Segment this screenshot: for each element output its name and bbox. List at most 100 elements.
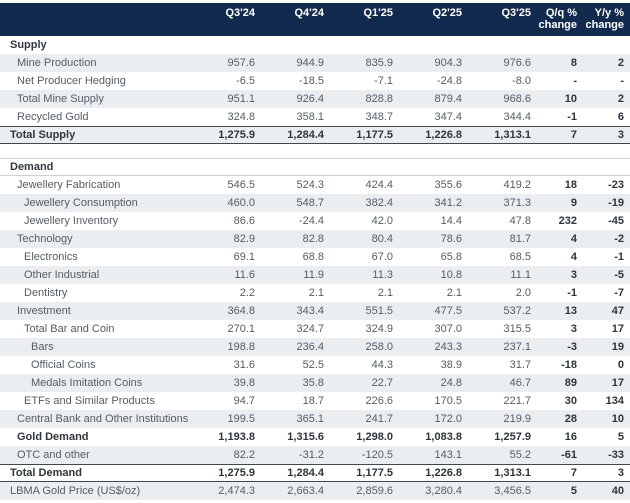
yoy-header-line1: Y/y % xyxy=(594,7,624,19)
yoy-cell: -23 xyxy=(608,179,624,191)
value-cell: 2,663.4 xyxy=(287,485,324,497)
yoy-cell: 2 xyxy=(617,93,624,105)
yoy-cell: 17 xyxy=(611,377,624,389)
table-row: Net Producer Hedging -6.5 -18.5 -7.1 -24… xyxy=(0,72,630,90)
value-cell: -18.5 xyxy=(298,75,324,87)
table-row: Mine Production 957.6 944.9 835.9 904.3 … xyxy=(0,54,630,72)
value-cell: 237.1 xyxy=(503,341,531,353)
qoq-cell: 3 xyxy=(570,323,577,335)
value-cell: 904.3 xyxy=(434,57,462,69)
yoy-cell: 3 xyxy=(617,467,624,479)
row-label: Recycled Gold xyxy=(17,111,89,123)
table-row: Total Mine Supply 951.1 926.4 828.8 879.… xyxy=(0,90,630,108)
yoy-cell: -1 xyxy=(614,251,624,263)
table-row: Supply xyxy=(0,36,630,54)
value-cell: 1,226.8 xyxy=(425,129,462,141)
value-cell: 68.5 xyxy=(509,251,531,263)
row-label: LBMA Gold Price (US$/oz) xyxy=(10,485,141,497)
value-cell: 382.4 xyxy=(365,197,393,209)
qoq-cell: 9 xyxy=(570,197,577,209)
table-row: Electronics 69.1 68.8 67.0 65.8 68.5 4 -… xyxy=(0,248,630,266)
yoy-cell: -45 xyxy=(608,215,624,227)
value-cell: 1,257.9 xyxy=(494,431,531,443)
value-cell: 537.2 xyxy=(503,305,531,317)
value-cell: 828.8 xyxy=(365,93,393,105)
value-cell: 78.6 xyxy=(440,233,462,245)
value-cell: 243.3 xyxy=(434,341,462,353)
value-cell: 68.8 xyxy=(302,251,324,263)
row-label: Demand xyxy=(10,161,54,173)
value-cell: 546.5 xyxy=(227,179,255,191)
value-cell: 419.2 xyxy=(503,179,531,191)
value-cell: 82.9 xyxy=(233,233,255,245)
value-cell: -8.0 xyxy=(512,75,531,87)
table-row: Jewellery Fabrication 546.5 524.3 424.4 … xyxy=(0,176,630,194)
value-cell: 1,313.1 xyxy=(494,129,531,141)
qoq-cell: 8 xyxy=(570,57,577,69)
yoy-cell: -5 xyxy=(614,269,624,281)
table-row: Central Bank and Other Institutions 199.… xyxy=(0,410,630,428)
column-header-q2-25: Q2'25 xyxy=(432,7,462,19)
yoy-cell: -2 xyxy=(614,233,624,245)
value-cell: 270.1 xyxy=(227,323,255,335)
value-cell: -7.1 xyxy=(374,75,393,87)
value-cell: 11.3 xyxy=(372,269,393,281)
table-row: Total Supply 1,275.9 1,284.4 1,177.5 1,2… xyxy=(0,126,630,144)
qoq-header-line1: Q/q % xyxy=(545,7,577,19)
table-row: Gold Demand 1,193.8 1,315.6 1,298.0 1,08… xyxy=(0,428,630,446)
row-label: Total Supply xyxy=(10,129,76,141)
row-label: Mine Production xyxy=(17,57,97,69)
table-body: Supply Mine Production 957.6 944.9 835.9… xyxy=(0,36,630,500)
value-cell: 10.8 xyxy=(440,269,462,281)
column-header-q3-24: Q3'24 xyxy=(225,7,255,19)
value-cell: 1,298.0 xyxy=(356,431,393,443)
yoy-cell: 6 xyxy=(617,111,624,123)
value-cell: 11.9 xyxy=(303,269,324,281)
value-cell: 324.9 xyxy=(365,323,393,335)
value-cell: 1,315.6 xyxy=(287,431,324,443)
value-cell: 1,083.8 xyxy=(425,431,462,443)
qoq-cell: 4 xyxy=(570,251,577,263)
value-cell: 69.1 xyxy=(233,251,255,263)
row-label: Jewellery Inventory xyxy=(24,215,119,227)
value-cell: 67.0 xyxy=(371,251,393,263)
value-cell: 944.9 xyxy=(296,57,324,69)
table-row: LBMA Gold Price (US$/oz) 2,474.3 2,663.4… xyxy=(0,482,630,500)
yoy-cell: 134 xyxy=(605,395,624,407)
value-cell: 2,474.3 xyxy=(218,485,255,497)
value-cell: 976.6 xyxy=(503,57,531,69)
value-cell: 477.5 xyxy=(434,305,462,317)
value-cell: 55.2 xyxy=(509,449,531,461)
value-cell: 2.0 xyxy=(515,287,531,299)
value-cell: 879.4 xyxy=(434,93,462,105)
row-label: Medals Imitation Coins xyxy=(31,377,143,389)
yoy-header-line2: change xyxy=(585,19,624,31)
qoq-cell: -61 xyxy=(561,449,577,461)
yoy-cell: 10 xyxy=(611,413,624,425)
value-cell: 18.7 xyxy=(302,395,324,407)
column-header-yoy-change: Y/y % change xyxy=(581,3,630,36)
value-cell: 835.9 xyxy=(365,57,393,69)
value-cell: 35.8 xyxy=(302,377,324,389)
qoq-header-line2: change xyxy=(538,19,577,31)
row-label: ETFs and Similar Products xyxy=(24,395,155,407)
value-cell: 951.1 xyxy=(227,93,255,105)
qoq-cell: 5 xyxy=(570,485,577,497)
value-cell: 968.6 xyxy=(503,93,531,105)
qoq-cell: 10 xyxy=(564,93,577,105)
row-label: Technology xyxy=(17,233,73,245)
row-label: Dentistry xyxy=(24,287,68,299)
table-row: Total Demand 1,275.9 1,284.4 1,177.5 1,2… xyxy=(0,464,630,482)
qoq-cell: -1 xyxy=(567,287,577,299)
yoy-cell: 19 xyxy=(611,341,624,353)
value-cell: 24.8 xyxy=(440,377,462,389)
table-row: OTC and other 82.2 -31.2 -120.5 143.1 55… xyxy=(0,446,630,464)
qoq-cell: 28 xyxy=(564,413,577,425)
value-cell: 22.7 xyxy=(371,377,393,389)
qoq-cell: 89 xyxy=(564,377,577,389)
value-cell: 3,280.4 xyxy=(425,485,462,497)
row-label: Electronics xyxy=(24,251,78,263)
value-cell: 548.7 xyxy=(296,197,324,209)
value-cell: 14.4 xyxy=(440,215,462,227)
qoq-cell: - xyxy=(573,75,577,87)
